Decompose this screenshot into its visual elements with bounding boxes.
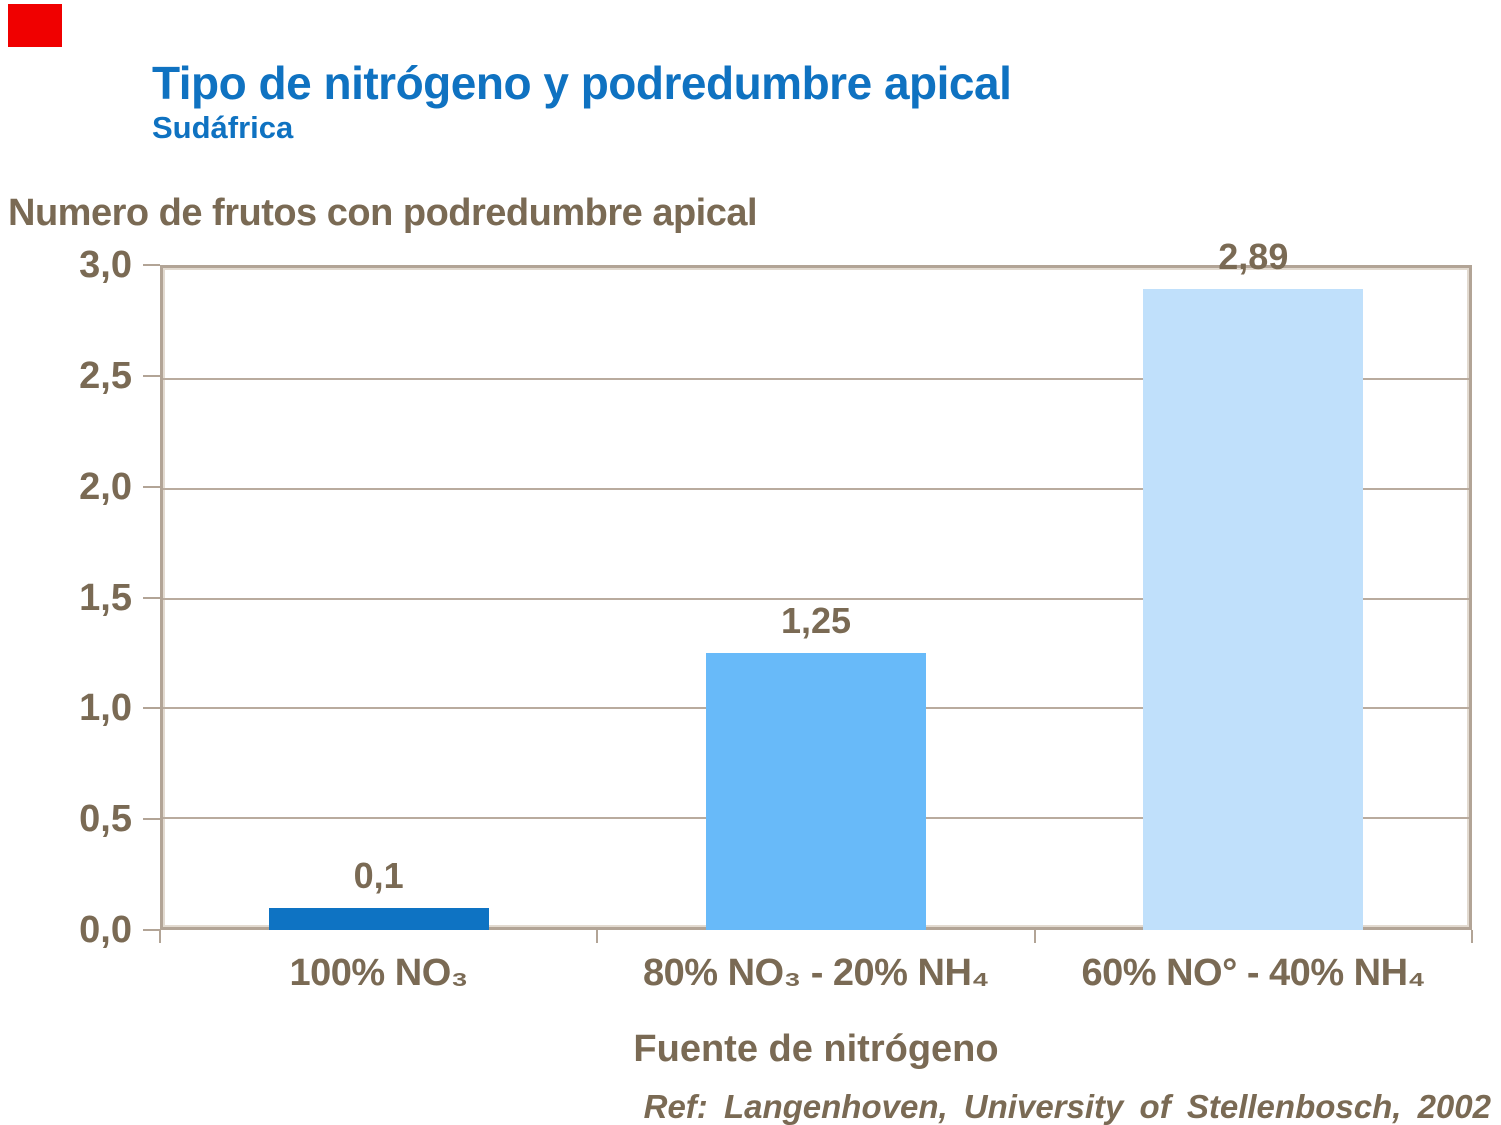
y-tick-mark xyxy=(143,596,160,599)
bar-value-label: 0,1 xyxy=(353,854,404,896)
gridline xyxy=(163,597,1469,600)
bar-1 xyxy=(268,907,489,930)
y-tick-mark xyxy=(143,485,160,488)
x-axis-title: Fuente de nitrógeno xyxy=(633,1028,999,1070)
chart-subtitle: Sudáfrica xyxy=(152,110,294,145)
x-tick-mark xyxy=(159,930,161,943)
y-tick-label: 1,0 xyxy=(79,687,132,730)
bar-value-label: 2,89 xyxy=(1218,236,1289,278)
x-category-label: 80% NO₃ - 20% NH₄ xyxy=(642,952,990,994)
y-tick-label: 0,0 xyxy=(79,909,132,951)
y-tick-label: 0,5 xyxy=(79,798,132,841)
y-tick-mark xyxy=(143,374,160,377)
x-tick-mark xyxy=(1471,930,1473,943)
x-category-label: 60% NO° - 40% NH₄ xyxy=(1081,952,1426,994)
bar-value-label: 1,25 xyxy=(780,599,852,641)
x-category-label: 100% NO₃ xyxy=(289,952,469,994)
gridline xyxy=(163,487,1469,490)
reference-text: Ref: Langenhoven, University of Stellenb… xyxy=(643,1088,1491,1125)
y-tick-mark xyxy=(143,707,160,710)
y-tick-mark xyxy=(143,264,160,266)
x-tick-mark xyxy=(596,930,599,943)
red-corner-marker xyxy=(8,4,62,47)
gridline xyxy=(163,377,1469,380)
y-tick-label: 3,0 xyxy=(79,244,132,286)
y-tick-label: 2,0 xyxy=(79,465,132,508)
y-tick-mark xyxy=(143,929,160,931)
y-tick-label: 2,5 xyxy=(79,354,132,397)
y-axis-title: Numero de frutos con podredumbre apical xyxy=(8,192,758,234)
x-tick-mark xyxy=(1033,930,1036,943)
chart-title: Tipo de nitrógeno y podredumbre apical xyxy=(152,57,1012,109)
y-tick-mark xyxy=(143,818,160,821)
y-tick-label: 1,5 xyxy=(79,576,132,619)
bar-2 xyxy=(706,652,926,930)
bar-3 xyxy=(1143,289,1364,930)
